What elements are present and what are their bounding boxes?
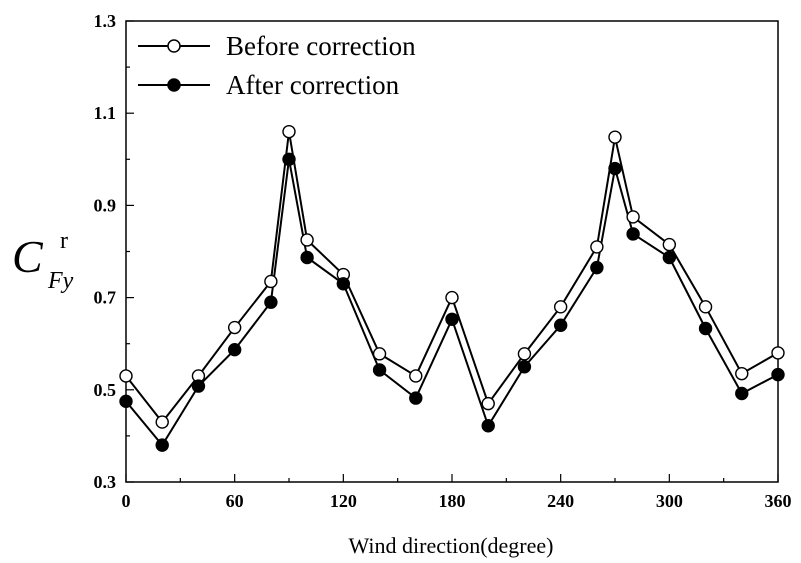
x-axis-ticks: 0 60 120 180 240 300 360 [122, 474, 792, 511]
data-point-before-correction [119, 369, 133, 383]
y-axis-title: C r Fy [12, 228, 74, 294]
data-point-after-correction [119, 394, 133, 409]
data-point-after-correction [608, 161, 622, 176]
x-tick-label: 120 [330, 491, 357, 511]
data-point-before-correction [300, 233, 314, 247]
data-point-after-correction [517, 360, 532, 374]
data-point-after-correction [698, 321, 713, 336]
series-lines [125, 131, 779, 447]
y-axis-title-main: C [12, 231, 44, 282]
data-point-before-correction [372, 347, 387, 361]
data-point-before-correction [517, 347, 532, 361]
x-tick-label: 360 [765, 491, 792, 511]
y-axis-ticks: 0.3 0.5 0.7 0.9 1.1 1.3 [94, 11, 134, 492]
data-point-after-correction [282, 152, 296, 167]
y-tick-label: 1.1 [94, 103, 117, 123]
x-tick-label: 240 [547, 491, 574, 511]
data-point-after-correction [336, 277, 351, 291]
data-point-after-correction [300, 250, 314, 265]
data-point-before-correction [698, 300, 713, 314]
y-tick-label: 0.9 [94, 195, 117, 215]
y-tick-label: 0.7 [94, 288, 117, 308]
data-point-before-correction [282, 124, 296, 139]
data-point-after-correction [590, 260, 604, 275]
plot-area-border [125, 20, 779, 483]
data-point-before-correction [264, 274, 278, 289]
y-axis-title-subscript: Fy [47, 268, 74, 294]
data-point-after-correction [481, 419, 495, 433]
data-point-after-correction [445, 312, 459, 326]
legend-label-before-correction: Before correction [226, 31, 416, 61]
x-tick-label: 300 [656, 491, 683, 511]
legend-marker-after-correction [167, 78, 181, 92]
x-axis-title: Wind direction(degree) [349, 533, 554, 558]
data-point-after-correction [735, 386, 749, 401]
legend-item-after: After correction [138, 70, 400, 100]
data-point-after-correction [155, 438, 169, 452]
data-point-before-correction [409, 369, 423, 383]
y-axis-title-superscript: r [60, 228, 68, 254]
legend-label-after-correction: After correction [226, 70, 400, 100]
y-tick-label: 0.3 [94, 472, 117, 492]
data-point-after-correction [771, 367, 785, 382]
x-tick-label: 0 [122, 491, 131, 511]
data-point-before-correction [553, 300, 568, 314]
series-points [119, 124, 785, 452]
data-point-before-correction [481, 396, 495, 411]
data-point-before-correction [155, 415, 169, 429]
data-point-before-correction [608, 130, 622, 144]
plot-frame [125, 20, 779, 483]
data-point-before-correction [445, 290, 459, 305]
data-point-after-correction [372, 363, 387, 377]
data-point-before-correction [227, 320, 242, 335]
data-point-after-correction [227, 342, 242, 357]
legend-marker-before-correction [167, 39, 181, 53]
data-point-after-correction [626, 227, 640, 241]
data-point-after-correction [264, 295, 278, 309]
data-point-after-correction [553, 318, 568, 332]
data-point-before-correction [771, 346, 785, 360]
x-tick-label: 180 [439, 491, 466, 511]
data-point-before-correction [662, 237, 677, 252]
data-point-after-correction [409, 391, 423, 405]
data-point-before-correction [626, 210, 640, 224]
y-tick-label: 1.3 [94, 11, 117, 31]
y-tick-label: 0.5 [94, 380, 117, 400]
x-tick-label: 60 [226, 491, 244, 511]
legend: Before correction After correction [138, 31, 416, 100]
data-point-before-correction [590, 240, 604, 254]
legend-item-before: Before correction [138, 31, 416, 61]
data-point-after-correction [191, 379, 206, 393]
data-point-before-correction [735, 366, 749, 381]
data-point-after-correction [662, 250, 677, 265]
